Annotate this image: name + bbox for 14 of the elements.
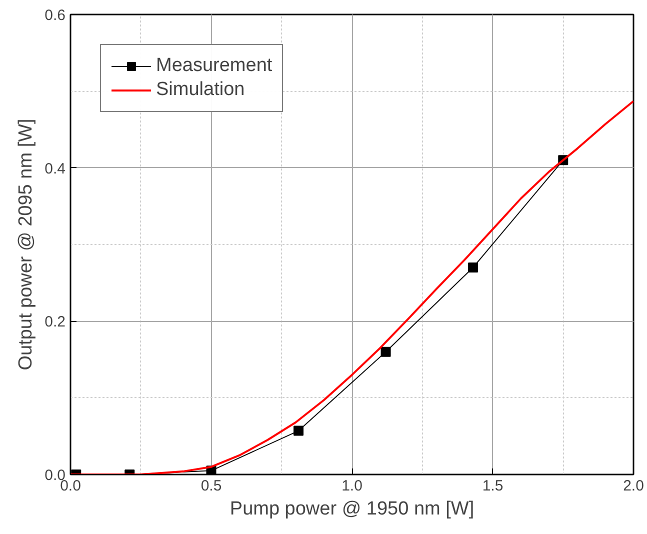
x-tick-label: 1.0 <box>342 478 362 494</box>
x-tick-label: 1.5 <box>482 478 504 494</box>
y-tick-label: 0.6 <box>44 7 66 24</box>
x-axis-title: Pump power @ 1950 nm [W] <box>230 498 474 520</box>
y-tick-label: 0.4 <box>44 160 66 178</box>
point <box>380 346 391 357</box>
x-tick-label: 2.0 <box>623 478 644 494</box>
legend-label: Measurement <box>156 55 272 77</box>
y-tick-label: 0.2 <box>44 314 66 331</box>
point <box>294 426 304 436</box>
legend-label: Simulation <box>156 79 245 101</box>
x-tick-label: 0.5 <box>200 478 222 494</box>
y-axis-title: Output power @ 2095 nm [W] <box>16 118 37 370</box>
point <box>468 262 478 272</box>
